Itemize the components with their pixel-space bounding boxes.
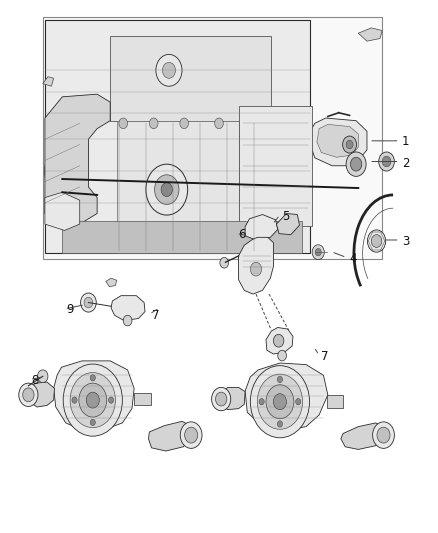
Polygon shape xyxy=(276,214,300,235)
Circle shape xyxy=(19,383,38,407)
Polygon shape xyxy=(106,278,117,287)
Circle shape xyxy=(273,394,286,410)
Circle shape xyxy=(180,236,188,246)
Circle shape xyxy=(379,152,394,171)
Circle shape xyxy=(346,140,353,149)
FancyBboxPatch shape xyxy=(117,120,239,253)
Circle shape xyxy=(220,257,229,268)
Circle shape xyxy=(123,316,132,326)
Circle shape xyxy=(90,419,95,425)
FancyBboxPatch shape xyxy=(45,20,311,253)
Text: 3: 3 xyxy=(402,235,409,247)
Circle shape xyxy=(185,427,198,443)
Polygon shape xyxy=(221,387,245,410)
Circle shape xyxy=(162,62,176,78)
Circle shape xyxy=(86,392,99,408)
Circle shape xyxy=(266,385,294,419)
Circle shape xyxy=(119,118,127,128)
FancyBboxPatch shape xyxy=(134,393,151,406)
Circle shape xyxy=(257,374,303,429)
Circle shape xyxy=(72,165,83,177)
Polygon shape xyxy=(245,363,328,431)
Circle shape xyxy=(180,422,202,448)
Polygon shape xyxy=(111,296,145,320)
Circle shape xyxy=(180,118,188,128)
FancyBboxPatch shape xyxy=(110,36,271,120)
Circle shape xyxy=(90,375,95,381)
Circle shape xyxy=(63,364,122,436)
Polygon shape xyxy=(53,361,134,431)
Circle shape xyxy=(350,157,362,171)
Circle shape xyxy=(84,297,93,308)
Circle shape xyxy=(79,383,107,417)
Circle shape xyxy=(149,236,158,246)
FancyBboxPatch shape xyxy=(327,395,343,408)
Circle shape xyxy=(38,370,48,383)
Circle shape xyxy=(67,158,88,184)
Circle shape xyxy=(70,373,116,427)
Circle shape xyxy=(109,397,114,403)
Polygon shape xyxy=(28,382,54,407)
Circle shape xyxy=(23,388,34,402)
Circle shape xyxy=(212,387,231,411)
Circle shape xyxy=(296,399,301,405)
Polygon shape xyxy=(45,94,110,224)
Polygon shape xyxy=(43,77,53,86)
Circle shape xyxy=(251,366,310,438)
Text: 4: 4 xyxy=(350,252,357,265)
FancyBboxPatch shape xyxy=(240,106,312,225)
Circle shape xyxy=(373,422,394,448)
Circle shape xyxy=(215,392,227,406)
Polygon shape xyxy=(239,237,273,294)
Circle shape xyxy=(367,230,386,252)
Polygon shape xyxy=(266,327,293,354)
Text: 6: 6 xyxy=(239,228,246,241)
Text: 7: 7 xyxy=(152,309,159,322)
Circle shape xyxy=(119,236,127,246)
Circle shape xyxy=(343,136,357,153)
Polygon shape xyxy=(45,192,80,230)
Circle shape xyxy=(278,350,286,361)
Circle shape xyxy=(215,236,223,246)
Circle shape xyxy=(146,164,187,215)
Circle shape xyxy=(161,183,173,197)
Text: 1: 1 xyxy=(402,135,409,148)
Circle shape xyxy=(156,54,182,86)
Polygon shape xyxy=(317,124,358,157)
Circle shape xyxy=(45,131,110,211)
Polygon shape xyxy=(341,423,385,449)
Circle shape xyxy=(377,427,390,443)
Circle shape xyxy=(371,235,382,247)
FancyBboxPatch shape xyxy=(43,17,382,259)
Circle shape xyxy=(251,262,261,276)
Circle shape xyxy=(277,376,283,383)
Text: 8: 8 xyxy=(31,374,39,387)
Polygon shape xyxy=(311,118,367,166)
Polygon shape xyxy=(148,421,192,451)
Text: 9: 9 xyxy=(66,303,73,317)
Text: 5: 5 xyxy=(282,209,290,223)
Text: 2: 2 xyxy=(402,157,409,169)
Text: 7: 7 xyxy=(321,350,329,363)
Circle shape xyxy=(149,118,158,128)
Circle shape xyxy=(382,156,391,167)
Circle shape xyxy=(72,397,77,403)
FancyBboxPatch shape xyxy=(62,221,302,253)
Circle shape xyxy=(312,245,324,260)
Polygon shape xyxy=(245,215,278,240)
Circle shape xyxy=(259,399,264,405)
Circle shape xyxy=(277,421,283,427)
Circle shape xyxy=(155,175,179,205)
Circle shape xyxy=(81,293,96,312)
Polygon shape xyxy=(358,28,382,41)
Circle shape xyxy=(215,118,223,128)
Circle shape xyxy=(315,248,321,256)
Circle shape xyxy=(273,334,284,347)
Circle shape xyxy=(346,152,366,176)
